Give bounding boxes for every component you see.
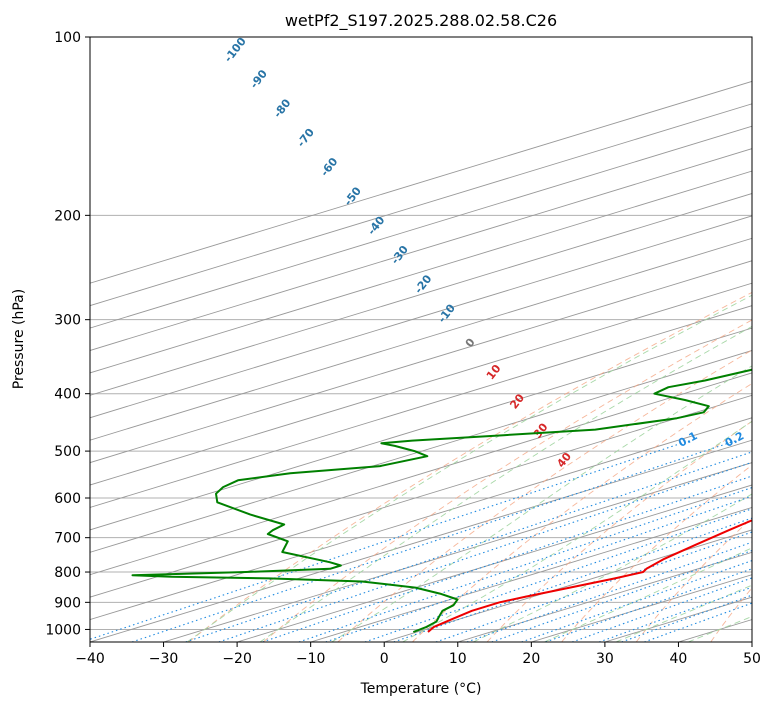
isotherm-line	[90, 260, 752, 464]
dry-adiabat-line	[710, 587, 752, 642]
isotherm-line	[90, 350, 752, 553]
x-tick-label: 30	[596, 651, 614, 667]
x-axis: −40 −30 −20 −10 0 10 20 30 40 50	[75, 642, 761, 667]
plot-frame	[89, 36, 753, 643]
isotherm-line	[90, 282, 752, 486]
isotherm-line	[384, 529, 752, 642]
isotherm-line	[90, 215, 752, 419]
x-tick-label: 50	[743, 651, 761, 667]
y-tick-label: 300	[54, 313, 81, 329]
mixing-ratio-line	[185, 451, 752, 642]
x-axis-label: Temperature (°C)	[360, 681, 482, 697]
x-tick-label: 0	[380, 651, 389, 667]
isotherm-line	[90, 417, 752, 621]
isotherm-line	[90, 305, 752, 508]
moist-adiabat-line	[402, 420, 752, 642]
dry-adiabat-line	[486, 420, 752, 642]
mixing-ratio-line	[621, 594, 752, 642]
isotherm-line	[751, 641, 752, 642]
isotherm-line	[90, 327, 752, 531]
moist-adiabat-line	[259, 325, 752, 642]
mixing-ratio-line	[491, 549, 752, 642]
isotherm-line	[310, 506, 752, 642]
mixing-ratio-line	[131, 440, 737, 642]
dewpoint-profile-line	[131, 368, 752, 633]
mixing-ratio-line	[90, 440, 690, 640]
dry-adiabat-line	[262, 319, 752, 642]
y-tick-label: 500	[54, 444, 81, 460]
x-tick-label: 10	[449, 651, 467, 667]
mixing-ratio-line	[262, 475, 752, 642]
moist-adiabat-line	[331, 365, 752, 642]
mixing-ratio-line	[298, 486, 752, 642]
isotherm-line	[163, 462, 752, 642]
temperature-profile-line	[427, 519, 752, 633]
isotherm-line	[90, 439, 752, 642]
y-tick-label: 600	[54, 491, 81, 507]
isotherm-line	[90, 80, 752, 284]
y-axis: 100 200 300 400 500 600 700 800 900 1000	[45, 30, 90, 638]
dry-adiabat-line	[188, 291, 752, 642]
profile-lines	[131, 368, 752, 633]
x-tick-label: 20	[522, 651, 540, 667]
x-tick-label: −20	[222, 651, 252, 667]
isotherm-line	[90, 148, 752, 351]
isotherm-line	[90, 103, 752, 307]
x-tick-label: 40	[670, 651, 688, 667]
isotherm-line	[90, 125, 752, 329]
y-tick-label: 800	[54, 565, 81, 581]
chart-title: wetPf2_S197.2025.288.02.58.C26	[285, 11, 557, 31]
y-tick-label: 900	[54, 595, 81, 611]
dry-adiabat-line	[561, 464, 752, 642]
y-axis-label: Pressure (hPa)	[11, 289, 27, 389]
mixing-ratio-line	[571, 577, 752, 642]
isotherm-line	[90, 372, 752, 576]
dry-adiabat-line	[635, 517, 752, 642]
isotherm-line	[236, 484, 752, 642]
isotherm-line	[90, 193, 752, 396]
mixing-ratio-line	[545, 568, 752, 642]
y-tick-label: 200	[54, 208, 81, 224]
y-tick-label: 1000	[45, 622, 81, 638]
x-tick-label: −10	[296, 651, 326, 667]
isotherm-line	[90, 170, 752, 374]
isotherm-line	[90, 237, 752, 441]
mixing-ratio-line	[598, 586, 752, 642]
y-tick-label: 100	[54, 30, 81, 46]
background-lines	[90, 37, 775, 642]
mixing-ratio-line	[521, 560, 752, 642]
moist-adiabat-line	[186, 294, 752, 642]
mixing-ratio-line	[435, 531, 752, 642]
y-tick-label: 700	[54, 531, 81, 547]
y-tick-label: 400	[54, 387, 81, 403]
moist-adiabat-line	[761, 37, 775, 642]
x-tick-label: −30	[149, 651, 179, 667]
isotherm-line	[90, 394, 752, 598]
x-tick-label: −40	[75, 651, 105, 667]
